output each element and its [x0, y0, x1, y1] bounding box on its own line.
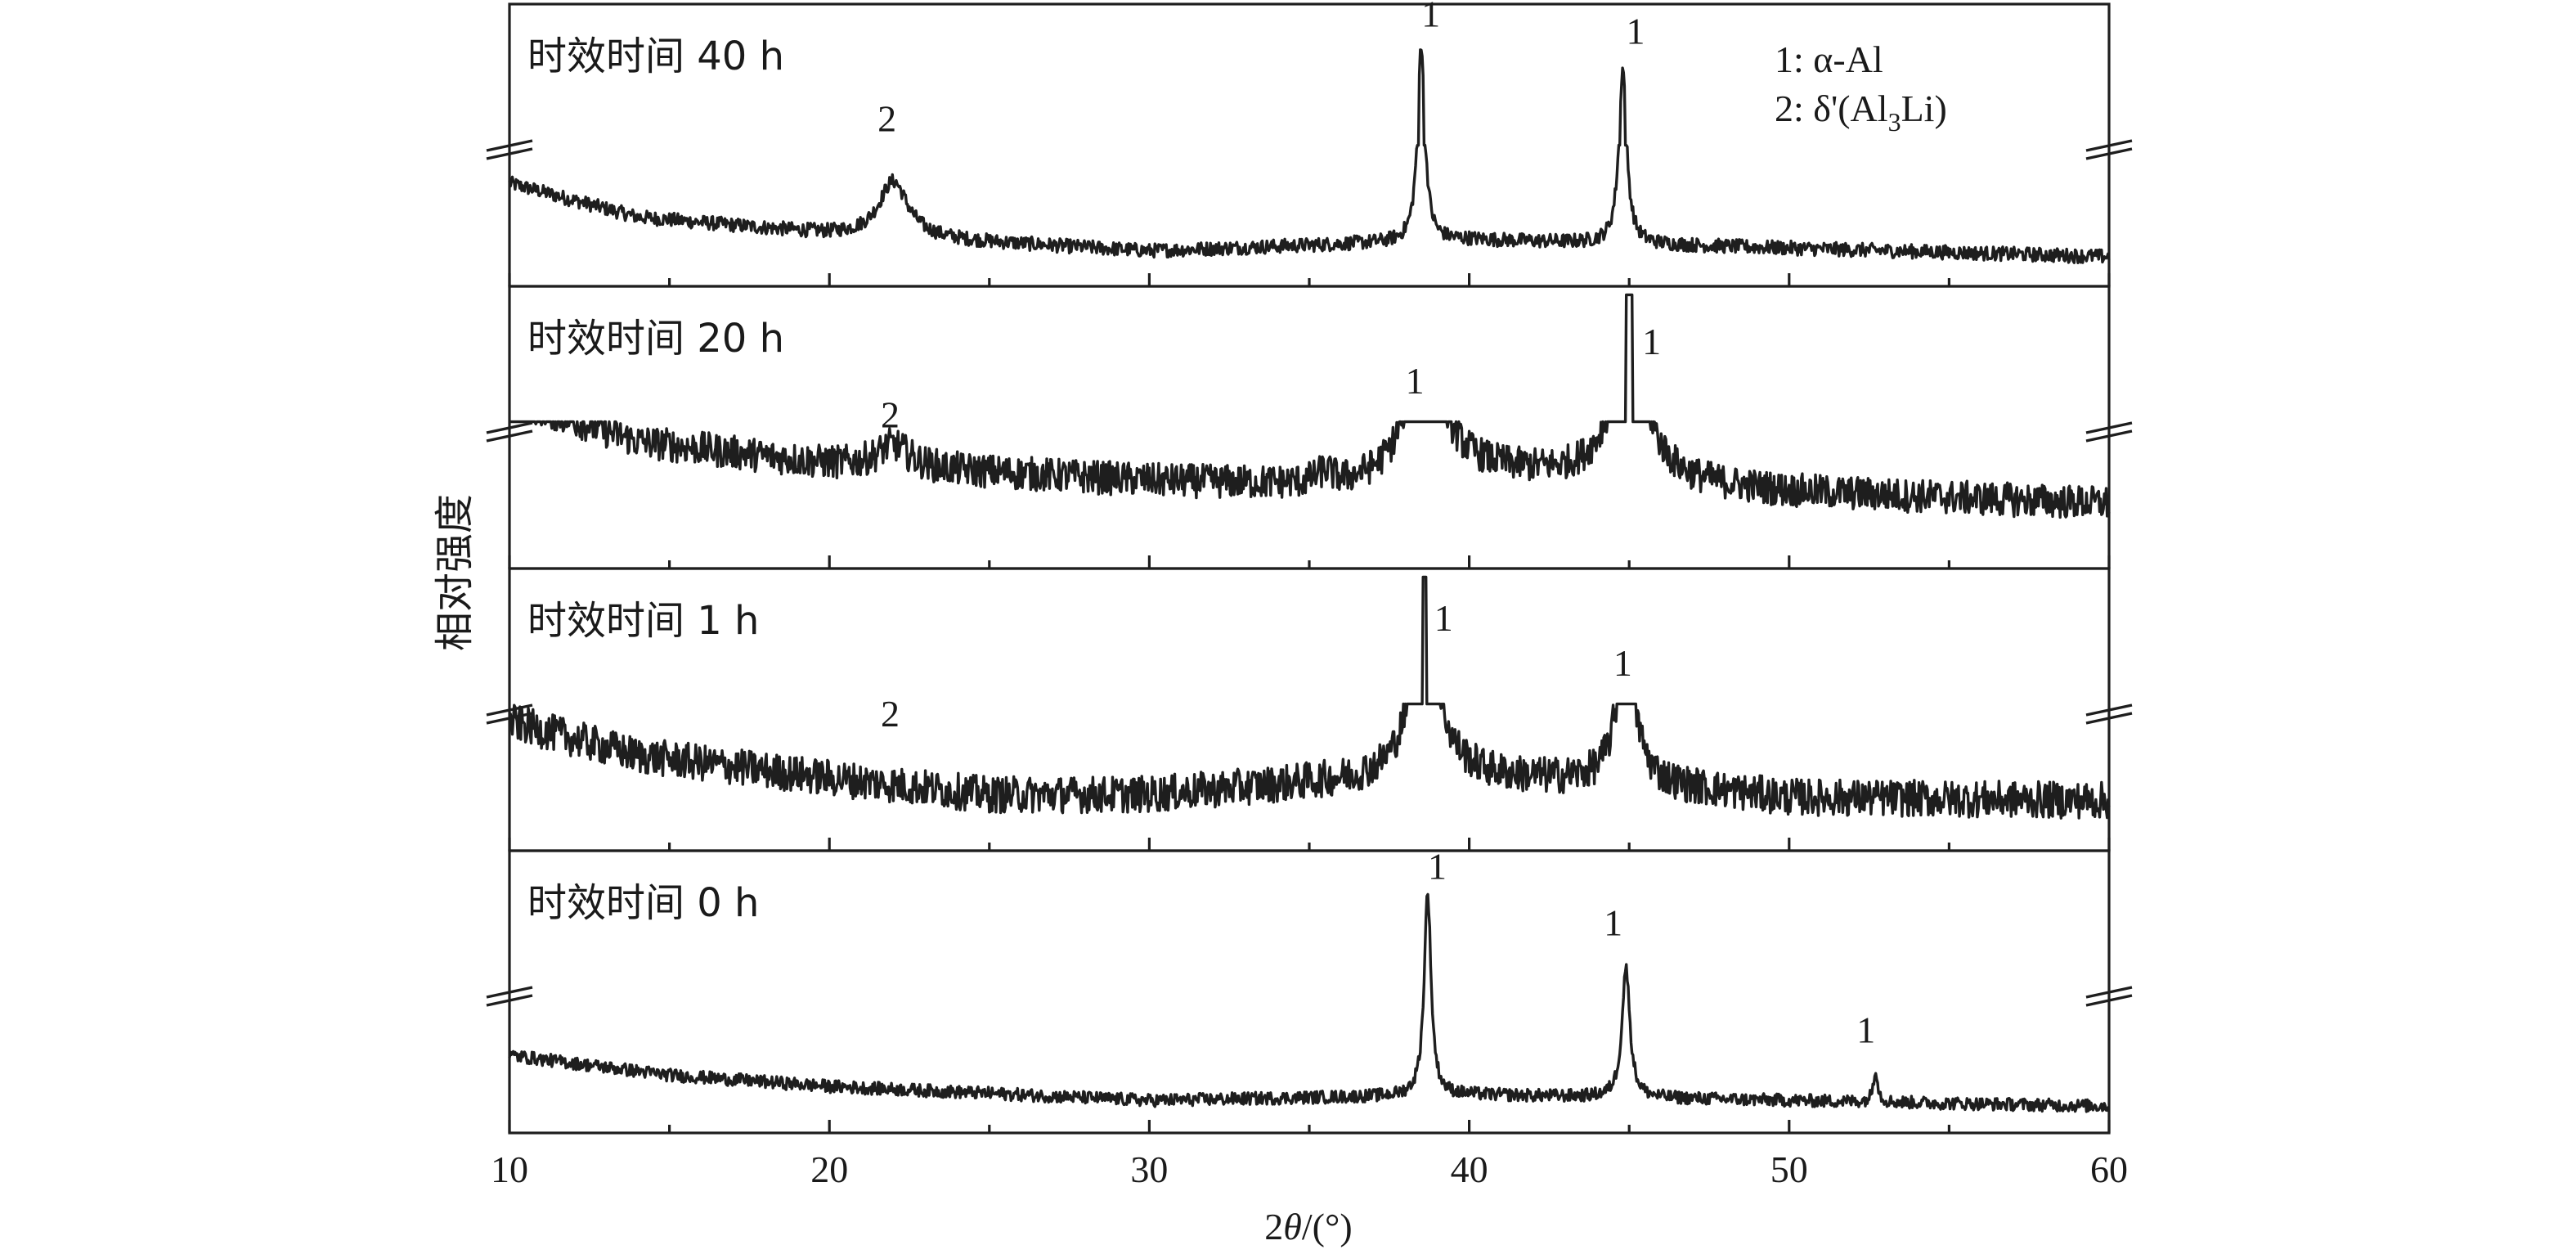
axis-break-right-b: [2085, 994, 2133, 1007]
axis-break-right-a: [2085, 421, 2133, 434]
axis-break-left-a: [486, 421, 533, 434]
x-tick-label: 40: [1451, 1148, 1488, 1190]
peak-label: 1: [1604, 902, 1622, 944]
axis-break-left-a: [486, 139, 533, 152]
axis-break-right-a: [2085, 139, 2133, 152]
peak-label: 1: [1421, 0, 1440, 35]
y-axis-label: 相对强度: [432, 494, 478, 651]
legend-entry-alpha-al: 1: α-Al: [1775, 38, 1883, 80]
panel-label: 时效时间 40 h: [527, 34, 784, 79]
series-trace: [508, 892, 2111, 1113]
series-trace: [508, 48, 2111, 264]
axis-break-right-b: [2085, 147, 2133, 160]
peak-label: 1: [1856, 1009, 1875, 1051]
series-trace: [509, 575, 2111, 820]
legend-entry-delta-main: 2: δ'(Al: [1775, 88, 1888, 129]
axis-break-left-b: [486, 712, 533, 725]
x-tick-label: 30: [1130, 1148, 1168, 1190]
peak-label: 1: [1642, 321, 1661, 362]
axis-break-left-a: [486, 703, 533, 717]
panel-label: 时效时间 20 h: [527, 316, 784, 362]
legend: 1: α-Al 2: δ'(Al3Li): [1775, 38, 1947, 137]
panel-1: 时效时间 20 h 2 1 1: [486, 285, 2133, 570]
x-tick-label: 20: [810, 1148, 848, 1190]
peak-label: 2: [881, 693, 900, 735]
panel-2: 时效时间 1 h 2 1 1: [486, 567, 2133, 852]
peak-label: 2: [877, 97, 896, 139]
axis-break-left-a: [486, 986, 533, 999]
axis-break-right-b: [2085, 429, 2133, 443]
peak-label: 1: [1406, 360, 1425, 402]
x-axis-label: 2θ/(°): [1264, 1206, 1352, 1247]
legend-entry-delta-subscript: 3: [1888, 107, 1901, 137]
peak-label: 1: [1613, 642, 1632, 684]
legend-entry-delta-tail: Li): [1901, 88, 1947, 129]
panel-label: 时效时间 0 h: [527, 880, 759, 926]
axis-break-right-a: [2085, 986, 2133, 999]
peak-label: 2: [881, 394, 900, 436]
x-tick-label: 50: [1770, 1148, 1808, 1190]
x-tick-label: 60: [2090, 1148, 2128, 1190]
peak-label: 1: [1434, 597, 1453, 639]
x-axis: 10 20 30 40 50 60: [491, 1148, 2128, 1190]
series-trace: [509, 293, 2111, 519]
peak-label: 1: [1428, 846, 1447, 888]
peak-label: 1: [1627, 10, 1645, 52]
panel-0: 时效时间 40 h 2 1 1: [486, 0, 2133, 288]
axis-break-right-a: [2085, 703, 2133, 717]
x-tick-label: 10: [491, 1148, 528, 1190]
axis-break-left-b: [486, 994, 533, 1007]
axis-break-left-b: [486, 147, 533, 160]
axis-break-left-b: [486, 429, 533, 443]
legend-entry-delta-prime: 2: δ'(Al3Li): [1775, 88, 1947, 137]
panel-3: 时效时间 0 h 1 1 1: [486, 846, 2133, 1135]
axis-break-right-b: [2085, 712, 2133, 725]
panel-label: 时效时间 1 h: [527, 598, 759, 644]
